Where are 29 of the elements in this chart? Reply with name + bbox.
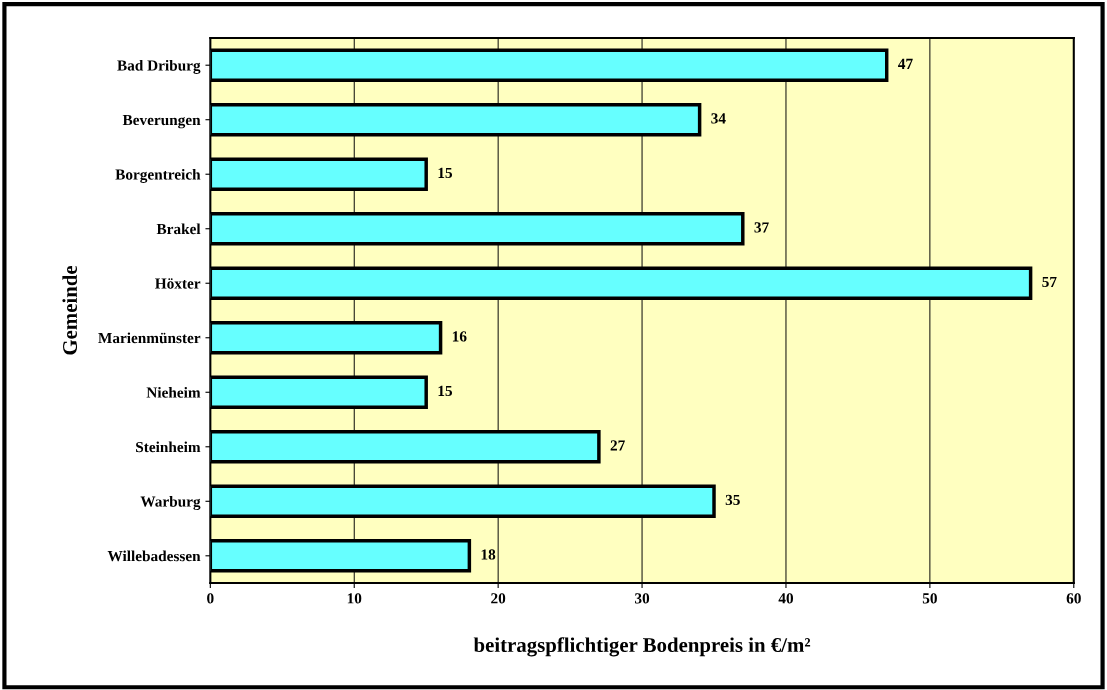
- y-tick-label: Willebadessen: [107, 550, 201, 562]
- x-axis-title: beitragspflichtiger Bodenpreis in €/m²: [473, 637, 811, 657]
- data-label: 35: [725, 494, 740, 506]
- x-tick-label: 50: [922, 593, 937, 604]
- y-tick-label: Nieheim: [146, 386, 201, 398]
- x-tick-label: 10: [347, 593, 362, 604]
- y-tick-label: Bad Driburg: [117, 59, 201, 74]
- data-label: 27: [610, 440, 625, 451]
- data-label: 57: [1042, 276, 1057, 288]
- data-label: 16: [452, 331, 467, 342]
- x-tick-label: 0: [207, 593, 214, 604]
- data-label: 37: [754, 222, 769, 233]
- y-tick-label: Steinheim: [136, 441, 201, 453]
- data-label: 15: [438, 167, 453, 179]
- x-tick-label: 20: [491, 593, 506, 604]
- y-tick-label: Brakel: [156, 223, 201, 235]
- y-tick-label: Beverungen: [122, 114, 201, 129]
- y-tick-label: Höxter: [155, 278, 201, 289]
- y-tick-label: Marienmünster: [98, 332, 201, 344]
- y-axis-title: Gemeinde: [62, 265, 78, 355]
- y-tick-label: Borgentreich: [115, 168, 201, 183]
- y-tick-label: Warburg: [140, 495, 201, 510]
- data-label: 18: [481, 549, 496, 560]
- data-label: 47: [898, 58, 913, 69]
- data-label: 34: [711, 113, 726, 124]
- x-tick-label: 60: [1066, 593, 1081, 604]
- x-tick-label: 30: [635, 593, 650, 604]
- data-label: 15: [438, 385, 453, 397]
- x-tick-label: 40: [778, 593, 794, 604]
